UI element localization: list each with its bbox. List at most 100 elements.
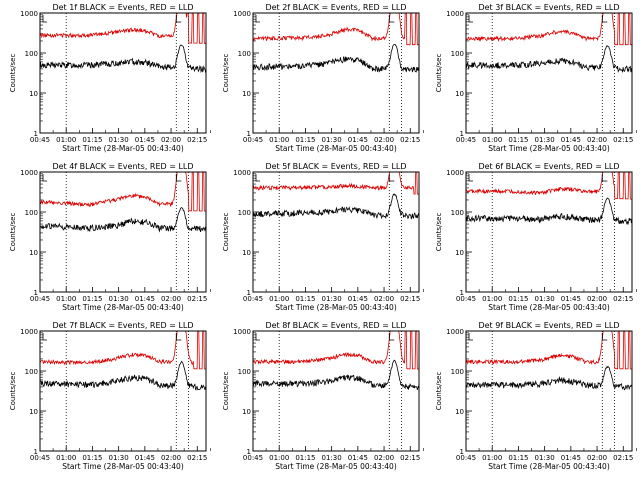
- y-tick-label: 1: [34, 289, 38, 297]
- x-tick-label: 01:00: [56, 454, 76, 462]
- x-tick-label: 01:45: [135, 136, 155, 144]
- plot-frame: [252, 171, 420, 293]
- y-tick-label: 1000: [446, 10, 464, 18]
- x-tick-label: 00:45: [30, 454, 50, 462]
- start-marker: [468, 15, 473, 23]
- start-marker: [255, 15, 260, 23]
- x-tick-label: 02:15: [187, 136, 207, 144]
- attenuator-marker: [388, 333, 395, 341]
- x-tick-label: 01:00: [56, 295, 76, 303]
- x-tick-label: 00:45: [243, 454, 263, 462]
- panel-title: Det 1f BLACK = Events, RED = LLD: [52, 3, 193, 12]
- y-tick-label: 10: [455, 408, 464, 416]
- x-tick-label: 02:15: [187, 295, 207, 303]
- start-marker: [468, 174, 473, 182]
- x-tick-label: 02:00: [374, 454, 394, 462]
- x-tick-label: 01:15: [82, 295, 102, 303]
- x-tick-label: 01:45: [561, 454, 581, 462]
- x-axis-label: Start Time (28-Mar-05 00:43:40): [488, 303, 610, 312]
- x-tick-label: 01:30: [109, 295, 129, 303]
- panel-title: Det 4f BLACK = Events, RED = LLD: [52, 162, 193, 171]
- y-tick-label: 10: [242, 90, 251, 98]
- plot-frame: [39, 12, 207, 134]
- x-tick-label: 01:30: [109, 454, 129, 462]
- lld-series-line: [465, 12, 632, 46]
- y-tick-label: 1: [460, 130, 464, 138]
- y-axis-label: Counts/sec: [9, 54, 17, 93]
- plot-frame: [252, 330, 420, 452]
- y-tick-label: 100: [238, 50, 251, 58]
- start-marker: [255, 174, 260, 182]
- y-tick-label: 100: [25, 50, 38, 58]
- x-tick-label: 00:45: [243, 295, 263, 303]
- x-axis-label: Start Time (28-Mar-05 00:43:40): [275, 303, 397, 312]
- y-tick-label: 1: [34, 448, 38, 456]
- x-tick-label: 01:00: [482, 295, 502, 303]
- x-tick-label: 01:15: [82, 454, 102, 462]
- y-tick-label: 1000: [20, 328, 38, 336]
- plot-frame: [465, 171, 633, 293]
- detector-panel: Det 5f BLACK = Events, RED = LLD 1 10 100 10…: [222, 162, 424, 312]
- detector-panel: Det 1f BLACK = Events, RED = LLD 1 10 100 10…: [9, 3, 211, 153]
- x-axis-label: Start Time (28-Mar-05 00:43:40): [488, 144, 610, 153]
- x-tick-label: 01:00: [269, 295, 289, 303]
- start-marker: [468, 333, 473, 341]
- y-tick-label: 1: [460, 289, 464, 297]
- x-tick-label: 02:00: [161, 295, 181, 303]
- attenuator-marker: [601, 174, 608, 182]
- x-tick-label: 01:15: [508, 295, 528, 303]
- x-tick-label: 01:45: [348, 454, 368, 462]
- y-tick-label: 1: [247, 448, 251, 456]
- detector-panel: Det 3f BLACK = Events, RED = LLD 1 10 100 10…: [435, 3, 637, 153]
- detector-panel: Det 4f BLACK = Events, RED = LLD 1 10 100 10…: [9, 162, 211, 312]
- y-tick-label: 100: [451, 209, 464, 217]
- x-tick-label: 01:45: [135, 454, 155, 462]
- y-tick-label: 100: [25, 368, 38, 376]
- plot-frame: [39, 330, 207, 452]
- y-tick-label: 1000: [20, 10, 38, 18]
- x-tick-label: 01:15: [508, 136, 528, 144]
- lld-series-line: [39, 171, 207, 212]
- x-tick-label: 00:45: [30, 136, 50, 144]
- attenuator-marker: [388, 15, 395, 23]
- attenuator-marker: [175, 174, 182, 182]
- x-tick-label: 01:30: [535, 136, 555, 144]
- x-tick-label: 01:00: [269, 454, 289, 462]
- y-tick-label: 10: [242, 249, 251, 257]
- y-axis-label: Counts/sec: [222, 54, 230, 93]
- x-tick-label: 01:45: [348, 295, 368, 303]
- y-tick-label: 1: [247, 130, 251, 138]
- x-tick-label: 01:15: [295, 136, 315, 144]
- detector-panel: Det 7f BLACK = Events, RED = LLD 1 10 100 10…: [9, 321, 211, 471]
- events-series-line: [252, 359, 420, 391]
- detector-panel: Det 8f BLACK = Events, RED = LLD 1 10 100 10…: [222, 321, 424, 471]
- x-tick-label: 00:45: [456, 136, 476, 144]
- x-axis-label: Start Time (28-Mar-05 00:43:40): [62, 144, 184, 153]
- y-axis-label: Counts/sec: [435, 54, 443, 93]
- x-tick-label: 01:45: [561, 295, 581, 303]
- attenuator-marker: [601, 333, 608, 341]
- y-tick-label: 1000: [446, 169, 464, 177]
- start-marker: [42, 174, 47, 182]
- x-tick-label: 01:45: [348, 136, 368, 144]
- lld-series-line: [252, 330, 419, 370]
- y-tick-label: 10: [29, 249, 38, 257]
- plot-frame: [465, 12, 633, 134]
- x-tick-label: 01:30: [109, 136, 129, 144]
- lld-series-line: [465, 171, 632, 200]
- x-tick-label: 01:30: [535, 295, 555, 303]
- x-tick-label: 00:45: [456, 454, 476, 462]
- x-tick-label: 02:15: [400, 136, 420, 144]
- x-tick-label: 01:30: [322, 454, 342, 462]
- x-tick-label: 01:15: [82, 136, 102, 144]
- y-tick-label: 1000: [233, 328, 251, 336]
- y-tick-label: 1000: [233, 10, 251, 18]
- x-tick-label: 02:00: [374, 136, 394, 144]
- panel-title: Det 6f BLACK = Events, RED = LLD: [478, 162, 619, 171]
- x-tick-label: 02:00: [587, 136, 607, 144]
- panel-title: Det 2f BLACK = Events, RED = LLD: [265, 3, 406, 12]
- x-tick-label: 01:45: [561, 136, 581, 144]
- attenuator-marker: [388, 174, 395, 182]
- y-tick-label: 100: [451, 368, 464, 376]
- y-tick-label: 10: [455, 249, 464, 257]
